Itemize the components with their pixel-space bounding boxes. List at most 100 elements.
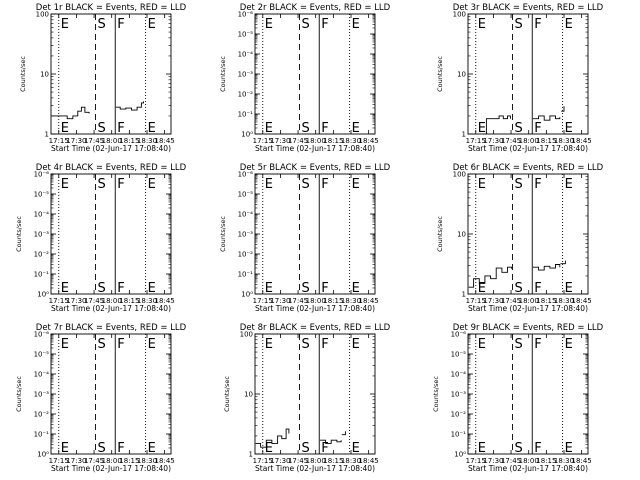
- x-tick-label: 17:45: [501, 297, 521, 305]
- y-tick-label: 10⁰: [454, 451, 466, 459]
- y-tick-label: 10⁻⁴: [238, 211, 254, 219]
- marker-label-top: F: [534, 177, 541, 192]
- y-tick-label: 10⁻³: [34, 231, 50, 239]
- y-tick-label: 10⁻³: [451, 391, 467, 399]
- panel-det-3: Det 3r BLACK = Events, RED = LLDEESSFFEE…: [436, 3, 604, 153]
- panel-det-9: Det 9r BLACK = Events, RED = LLDEESSFFEE…: [432, 323, 604, 473]
- x-tick-label: 18:00: [519, 297, 539, 305]
- marker-label-bottom: F: [117, 281, 124, 296]
- marker-label-top: S: [301, 337, 309, 352]
- event-trace: [255, 428, 290, 448]
- event-trace: [51, 106, 90, 120]
- x-tick-label: 17:15: [253, 297, 273, 305]
- x-tick-label: 18:00: [102, 457, 122, 465]
- x-tick-label: 18:30: [554, 297, 574, 305]
- x-tick-label: 18:30: [341, 137, 361, 145]
- y-tick-label: 10⁻⁵: [238, 191, 254, 199]
- y-tick-label: 10⁻⁶: [451, 331, 467, 339]
- x-tick-label: 18:45: [572, 457, 592, 465]
- x-tick-label: 18:00: [519, 137, 539, 145]
- x-tick-label: 18:00: [519, 457, 539, 465]
- marker-label-bottom: E: [478, 441, 486, 456]
- x-tick-label: 18:30: [341, 297, 361, 305]
- x-tick-label: 17:45: [288, 137, 308, 145]
- y-tick-label: 100: [453, 11, 466, 19]
- panel-det-2: Det 2r BLACK = Events, RED = LLDEESSFFEE…: [219, 3, 391, 153]
- marker-label-top: E: [148, 337, 156, 352]
- y-tick-label: 10⁻⁵: [451, 351, 467, 359]
- y-tick-label: 10⁻⁴: [238, 51, 254, 59]
- marker-label-top: E: [265, 17, 273, 32]
- x-tick-label: 18:30: [554, 137, 574, 145]
- marker-label-bottom: F: [321, 441, 328, 456]
- marker-label-top: E: [61, 17, 69, 32]
- marker-label-bottom: E: [478, 281, 486, 296]
- marker-label-bottom: E: [148, 121, 156, 136]
- event-trace: [532, 264, 561, 271]
- marker-label-bottom: S: [301, 121, 309, 136]
- y-tick-label: 100: [36, 11, 49, 19]
- y-tick-label: 10⁰: [37, 451, 49, 459]
- panel-title: Det 5r BLACK = Events, RED = LLD: [240, 163, 391, 173]
- y-tick-label: 100: [453, 171, 466, 179]
- x-tick-label: 17:45: [288, 457, 308, 465]
- x-axis-label: Start Time (02-Jun-17 17:08:40): [51, 144, 171, 153]
- x-tick-label: 18:30: [137, 137, 157, 145]
- marker-label-bottom: E: [265, 281, 273, 296]
- y-tick-label: 10: [40, 71, 49, 79]
- x-tick-label: 18:45: [572, 137, 592, 145]
- marker-label-top: S: [514, 337, 522, 352]
- marker-label-top: F: [117, 177, 124, 192]
- y-tick-label: 10: [457, 231, 466, 239]
- marker-label-bottom: S: [301, 281, 309, 296]
- y-tick-label: 100: [240, 331, 253, 339]
- x-tick-label: 17:15: [253, 457, 273, 465]
- x-tick-label: 18:15: [119, 457, 139, 465]
- y-tick-label: 10⁻³: [34, 391, 50, 399]
- y-tick-label: 10⁻²: [238, 91, 254, 99]
- x-axis-label: Start Time (02-Jun-17 17:08:40): [51, 464, 171, 473]
- marker-label-bottom: E: [478, 121, 486, 136]
- y-axis-label: Counts/sec: [219, 216, 227, 252]
- y-tick-label: 10⁻⁴: [451, 371, 467, 379]
- x-tick-label: 18:15: [119, 137, 139, 145]
- panel-title: Det 4r BLACK = Events, RED = LLD: [36, 163, 187, 173]
- marker-label-bottom: F: [534, 441, 541, 456]
- y-axis-label: Counts/sec: [436, 56, 444, 92]
- marker-label-top: F: [117, 337, 124, 352]
- x-tick-label: 17:30: [483, 137, 503, 145]
- panel-det-1: Det 1r BLACK = Events, RED = LLDEESSFFEE…: [19, 3, 187, 153]
- x-tick-label: 17:30: [270, 457, 290, 465]
- event-trace: [560, 260, 566, 265]
- y-axis-label: Counts/sec: [15, 376, 23, 412]
- x-tick-label: 18:15: [119, 297, 139, 305]
- marker-label-top: E: [565, 17, 573, 32]
- marker-label-top: E: [565, 177, 573, 192]
- y-tick-label: 10⁻⁶: [34, 331, 50, 339]
- x-axis-label: Start Time (02-Jun-17 17:08:40): [468, 144, 588, 153]
- marker-label-bottom: F: [117, 441, 124, 456]
- y-tick-label: 10⁻²: [34, 251, 50, 259]
- marker-label-top: E: [61, 177, 69, 192]
- y-tick-label: 1: [462, 291, 466, 299]
- marker-label-top: E: [61, 337, 69, 352]
- plot-frame: [50, 173, 172, 295]
- marker-label-top: E: [565, 337, 573, 352]
- marker-label-bottom: E: [61, 281, 69, 296]
- x-tick-label: 18:45: [572, 297, 592, 305]
- x-tick-label: 18:45: [155, 137, 175, 145]
- marker-label-bottom: E: [148, 441, 156, 456]
- x-tick-label: 18:30: [554, 457, 574, 465]
- y-tick-label: 10⁻¹: [238, 271, 254, 279]
- x-tick-label: 17:45: [84, 297, 104, 305]
- marker-label-top: S: [301, 177, 309, 192]
- plot-frame: [50, 333, 172, 455]
- x-axis-label: Start Time (02-Jun-17 17:08:40): [255, 464, 375, 473]
- y-tick-label: 10⁻³: [238, 71, 254, 79]
- y-tick-label: 10⁻⁶: [34, 171, 50, 179]
- marker-label-bottom: E: [61, 441, 69, 456]
- x-tick-label: 18:15: [536, 457, 556, 465]
- marker-label-bottom: E: [352, 281, 360, 296]
- y-tick-label: 1: [462, 131, 466, 139]
- marker-label-top: F: [321, 17, 328, 32]
